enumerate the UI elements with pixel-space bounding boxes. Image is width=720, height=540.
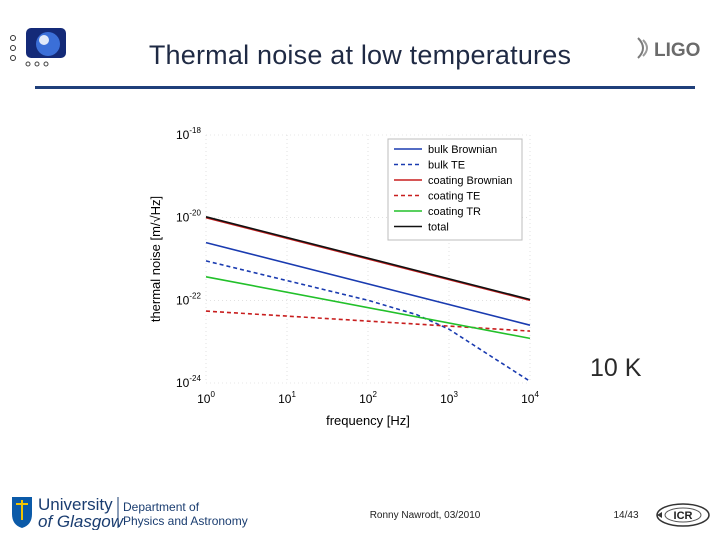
uog-crest-icon: University of Glasgow Department of Phys… [12, 495, 248, 531]
legend-label: coating TE [428, 191, 480, 203]
ligo-logo-icon: LIGO [637, 37, 700, 61]
legend-label: total [428, 222, 449, 234]
geo-logo [8, 22, 70, 76]
ligo-logo-text: LIGO [654, 40, 700, 61]
temperature-annotation: 10 K [590, 354, 642, 382]
noise-chart: 100 101 102 103 104 10-18 10-20 10-22 10-24 bulk… [148, 126, 539, 428]
page-number: 14/43 [613, 510, 639, 521]
uog-line2: of Glasgow [38, 512, 125, 530]
uog-dept1: Department of [123, 500, 200, 514]
title-rule [35, 86, 695, 89]
icr-logo: ICR [654, 500, 712, 530]
x-tick-label: 101 [278, 390, 296, 406]
y-axis-label: thermal noise [m/√Hz] [148, 196, 163, 322]
x-tick-label: 104 [521, 390, 539, 406]
legend-label: coating TR [428, 206, 481, 218]
slide-title: Thermal noise at low temperatures [148, 40, 572, 70]
series-line-bulk-brownian [205, 241, 531, 326]
series-line-bulk-te [205, 260, 531, 382]
icr-logo-text: ICR [674, 510, 693, 522]
x-tick-label: 100 [197, 390, 215, 406]
ligo-logo: LIGO [636, 34, 710, 62]
y-tick-label: 10-22 [176, 291, 201, 307]
university-of-glasgow-logo: University of Glasgow Department of Phys… [10, 494, 260, 531]
y-tick-label: 10-18 [176, 126, 201, 142]
x-tick-label: 102 [359, 390, 377, 406]
uog-dept2: Physics and Astronomy [123, 514, 248, 528]
series-line-total [205, 216, 531, 301]
uog-line1: University [38, 495, 113, 514]
geo-logo-icon [10, 28, 66, 67]
legend-label: coating Brownian [428, 175, 512, 187]
series-line-coating-te [205, 310, 531, 332]
y-tick-label: 10-24 [176, 374, 201, 390]
x-axis-label: frequency [Hz] [326, 413, 410, 428]
icr-logo-icon: ICR [656, 503, 710, 527]
legend-label: bulk Brownian [428, 144, 497, 156]
legend-label: bulk TE [428, 160, 465, 172]
y-tick-label: 10-20 [176, 209, 201, 225]
legend-box [387, 138, 523, 241]
footer-author: Ronny Nawrodt, 03/2010 [369, 510, 481, 521]
x-tick-label: 103 [440, 390, 458, 406]
series-line-coating-tr [205, 276, 531, 340]
